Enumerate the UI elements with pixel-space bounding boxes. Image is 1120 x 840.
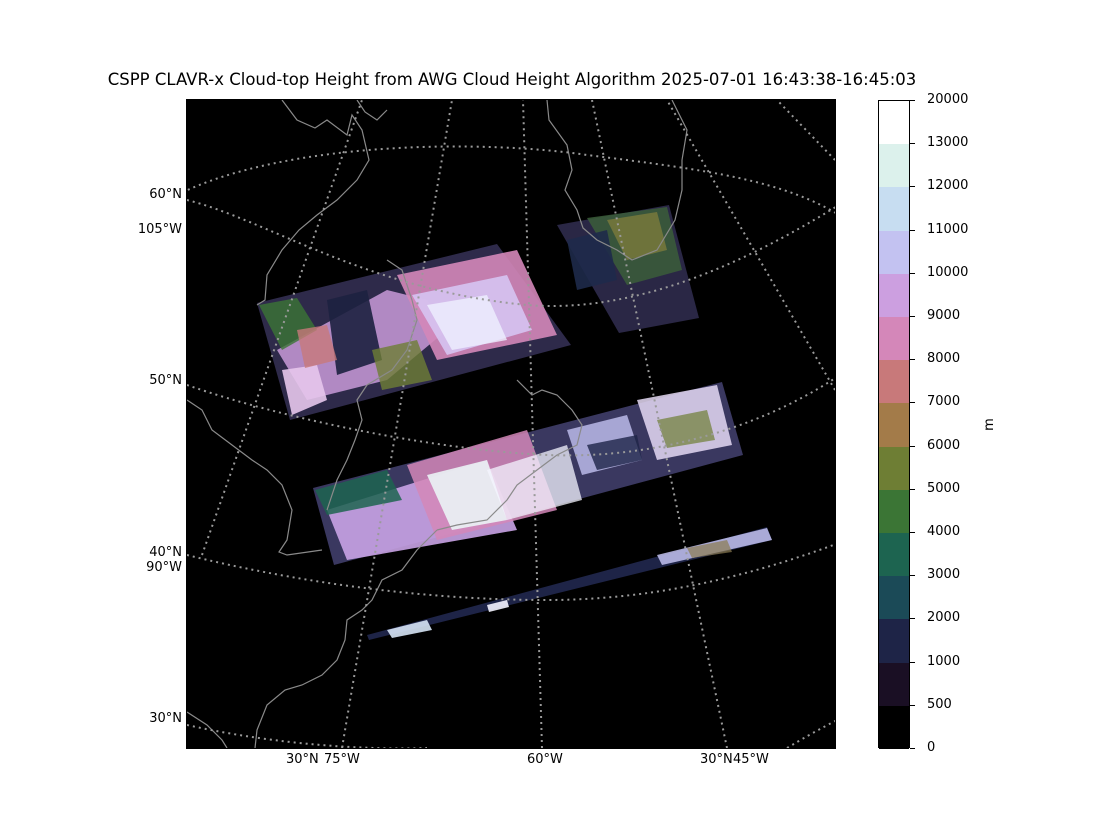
bottom-label-30n-left: 30°N [286,752,319,767]
colorbar-tick-label: 13000 [927,135,969,151]
colorbar-segment [879,662,909,707]
lon-label-75w: 75°W [324,752,360,767]
colorbar-tick-label: 5000 [927,480,961,496]
colorbar-tick-mark [910,359,915,361]
lon-label-105w: 105°W [137,222,182,237]
graticule [187,100,835,748]
colorbar-segment [879,187,909,232]
colorbar [878,100,910,750]
lon-label-60w: 60°W [527,752,563,767]
colorbar-tick-label: 10000 [927,264,969,280]
colorbar-tick-label: 20000 [927,92,969,107]
coastlines [187,100,688,748]
colorbar-tick-label: 2000 [927,610,961,626]
colorbar-tick-mark [910,445,915,447]
lat-label-30n: 30°N [149,711,182,726]
colorbar-tick-label: 500 [927,696,952,712]
colorbar-segment [879,705,909,750]
colorbar-tick-label: 0 [927,740,936,755]
colorbar-tick-mark [910,575,915,577]
colorbar-tick-label: 3000 [927,567,961,583]
colorbar-tick-mark [910,143,915,145]
colorbar-unit: m [981,418,997,431]
colorbar-segment [879,273,909,318]
colorbar-tick-label: 12000 [927,178,969,194]
colorbar-tick-mark [910,748,915,749]
colorbar-tick-mark [910,488,915,490]
colorbar-segment [879,576,909,620]
colorbar-tick-mark [910,272,915,274]
chart-title: CSPP CLAVR-x Cloud-top Height from AWG C… [107,70,917,89]
colorbar-tick-label: 1000 [927,653,961,669]
colorbar-tick-mark [910,661,915,663]
colorbar-tick-label: 8000 [927,351,961,367]
lon-label-45w: 45°W [733,752,769,767]
colorbar-tick-label: 7000 [927,394,961,410]
colorbar-segment [879,533,909,577]
colorbar-segment [879,360,909,404]
colorbar-tick-label: 9000 [927,308,961,323]
colorbar-tick-mark [910,186,915,188]
bottom-label-30n-right: 30°N [700,752,733,767]
colorbar-tick-mark [910,316,915,317]
colorbar-tick-mark [910,532,915,533]
map-canvas [187,100,835,748]
colorbar-tick-mark [910,100,915,101]
colorbar-tick-mark [910,229,915,231]
colorbar-segment [879,144,909,188]
colorbar-tick-mark [910,402,915,404]
colorbar-segment [879,446,909,491]
cloud-height-swaths [257,205,772,640]
lat-label-60n: 60°N [149,187,182,202]
lat-label-40n: 40°N [149,545,182,560]
lat-label-50n: 50°N [149,373,182,388]
lon-label-90w: 90°W [146,560,182,575]
colorbar-segment [879,317,909,361]
colorbar-tick-mark [910,704,915,706]
map-panel [186,99,836,749]
colorbar-segment [879,489,909,534]
colorbar-tick-mark [910,618,915,620]
colorbar-segment [879,619,909,664]
colorbar-tick-label: 4000 [927,524,961,539]
colorbar-segment [879,230,909,275]
colorbar-tick-label: 11000 [927,221,969,237]
colorbar-tick-label: 6000 [927,437,961,453]
colorbar-segment [879,101,909,145]
colorbar-segment [879,403,909,448]
